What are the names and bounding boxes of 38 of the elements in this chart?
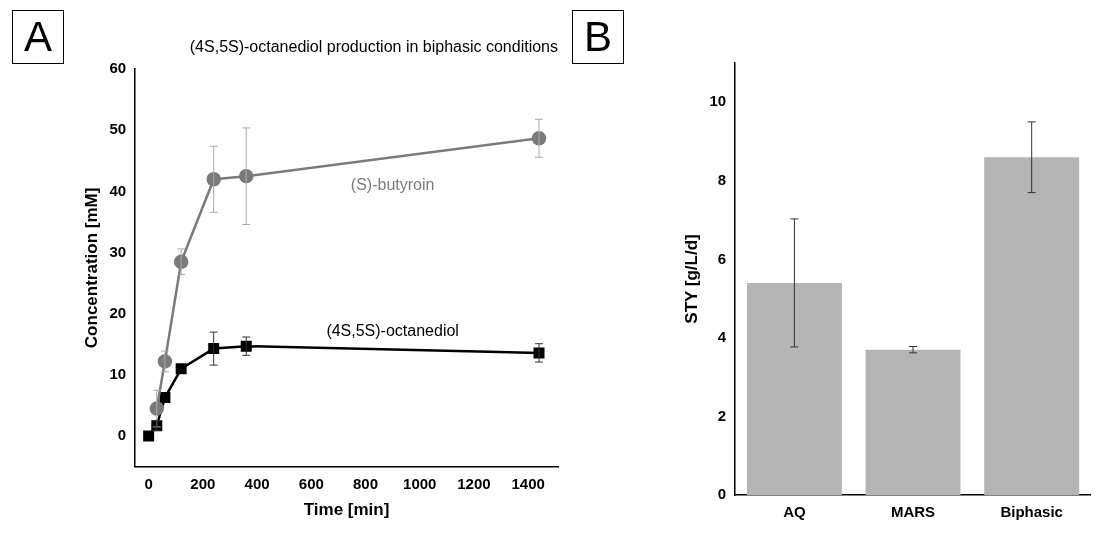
- y-tick-label: 10: [709, 92, 727, 110]
- y-tick-label: 8: [717, 170, 727, 188]
- point: [159, 392, 171, 404]
- y-tick-label: 40: [109, 181, 127, 199]
- x-tick-label: Biphasic: [1000, 503, 1063, 521]
- y-tick-label: 10: [109, 365, 127, 383]
- x-tick-label: 800: [353, 474, 379, 492]
- x-tick-label: 1200: [457, 474, 491, 492]
- x-tick-label: 200: [190, 474, 216, 492]
- bar: [865, 349, 961, 495]
- y-tick-label: 60: [109, 59, 127, 77]
- bar: [984, 157, 1080, 495]
- x-tick-label: AQ: [783, 503, 806, 521]
- x-tick-label: 1400: [511, 474, 545, 492]
- x-tick-label: 400: [244, 474, 270, 492]
- x-tick-label: 600: [298, 474, 324, 492]
- series-label: (S)-butyroin: [350, 175, 435, 193]
- series-label: (4S,5S)-octanediol: [326, 321, 459, 339]
- bar: [746, 282, 842, 495]
- x-tick-label: 0: [144, 474, 153, 492]
- point: [143, 430, 155, 442]
- y-tick-label: 50: [109, 120, 127, 138]
- point: [175, 363, 187, 375]
- y-tick-label: 20: [109, 303, 127, 321]
- x-tick-label: MARS: [890, 503, 936, 521]
- chart-title: (4S,5S)-octanediol production in biphasic conditions: [189, 38, 558, 56]
- text: A: [12, 10, 64, 64]
- x-axis-title: Time [min]: [303, 500, 390, 520]
- y-tick-label: 6: [717, 249, 727, 267]
- y-axis-title: STY [g/L/d]: [681, 234, 701, 324]
- y-tick-label: 30: [109, 242, 127, 260]
- y-tick-label: 2: [717, 406, 727, 424]
- x-tick-label: 1000: [403, 474, 437, 492]
- y-axis-title: Concentration [mM]: [81, 187, 101, 349]
- y-tick-label: 0: [117, 426, 127, 444]
- y-tick-label: 4: [717, 328, 727, 346]
- y-tick-label: 0: [717, 485, 727, 503]
- text: B: [572, 10, 624, 64]
